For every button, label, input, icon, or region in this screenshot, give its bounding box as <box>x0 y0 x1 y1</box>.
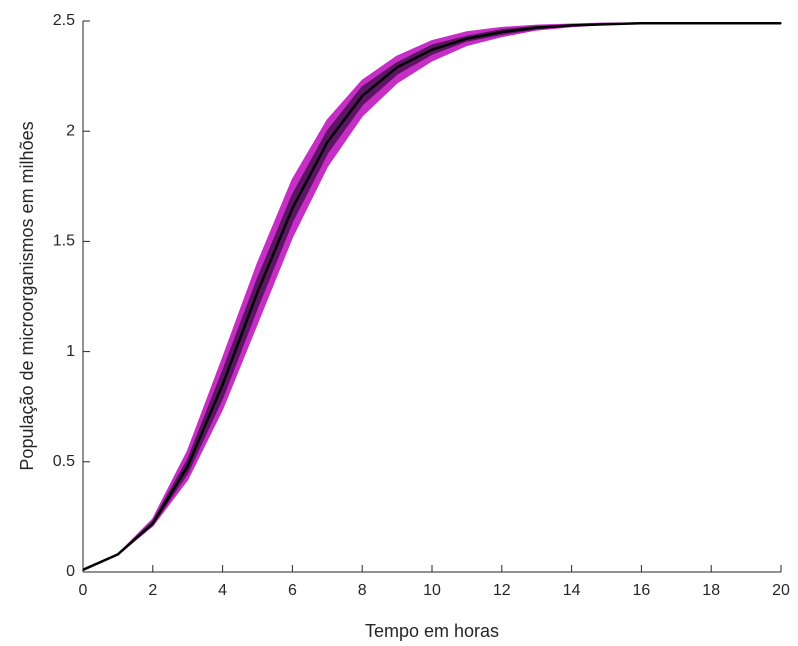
x-tick-label: 10 <box>423 582 441 599</box>
y-tick-label: 1.5 <box>53 233 75 250</box>
x-tick-label: 16 <box>633 582 651 599</box>
x-tick-label: 18 <box>702 582 720 599</box>
x-tick-label: 20 <box>772 582 790 599</box>
x-tick-label: 8 <box>358 582 367 599</box>
y-axis-label: População de microorganismos em milhões <box>17 121 37 470</box>
y-tick-label: 0 <box>66 563 75 580</box>
x-tick-label: 2 <box>148 582 157 599</box>
band <box>82 22 782 571</box>
line <box>82 21 781 571</box>
y-tick-label: 1 <box>66 343 75 360</box>
y-tick-label: 0.5 <box>53 453 75 470</box>
x-tick-label: 14 <box>563 582 581 599</box>
x-tick-label: 6 <box>288 582 297 599</box>
y-tick-label: 2 <box>66 122 75 139</box>
x-axis-label: Tempo em horas <box>365 621 499 641</box>
x-tick-label: 4 <box>218 582 227 599</box>
y-tick-label: 2.5 <box>53 12 75 29</box>
x-tick-label: 0 <box>79 582 88 599</box>
x-tick-label: 12 <box>493 582 511 599</box>
band <box>82 22 782 571</box>
